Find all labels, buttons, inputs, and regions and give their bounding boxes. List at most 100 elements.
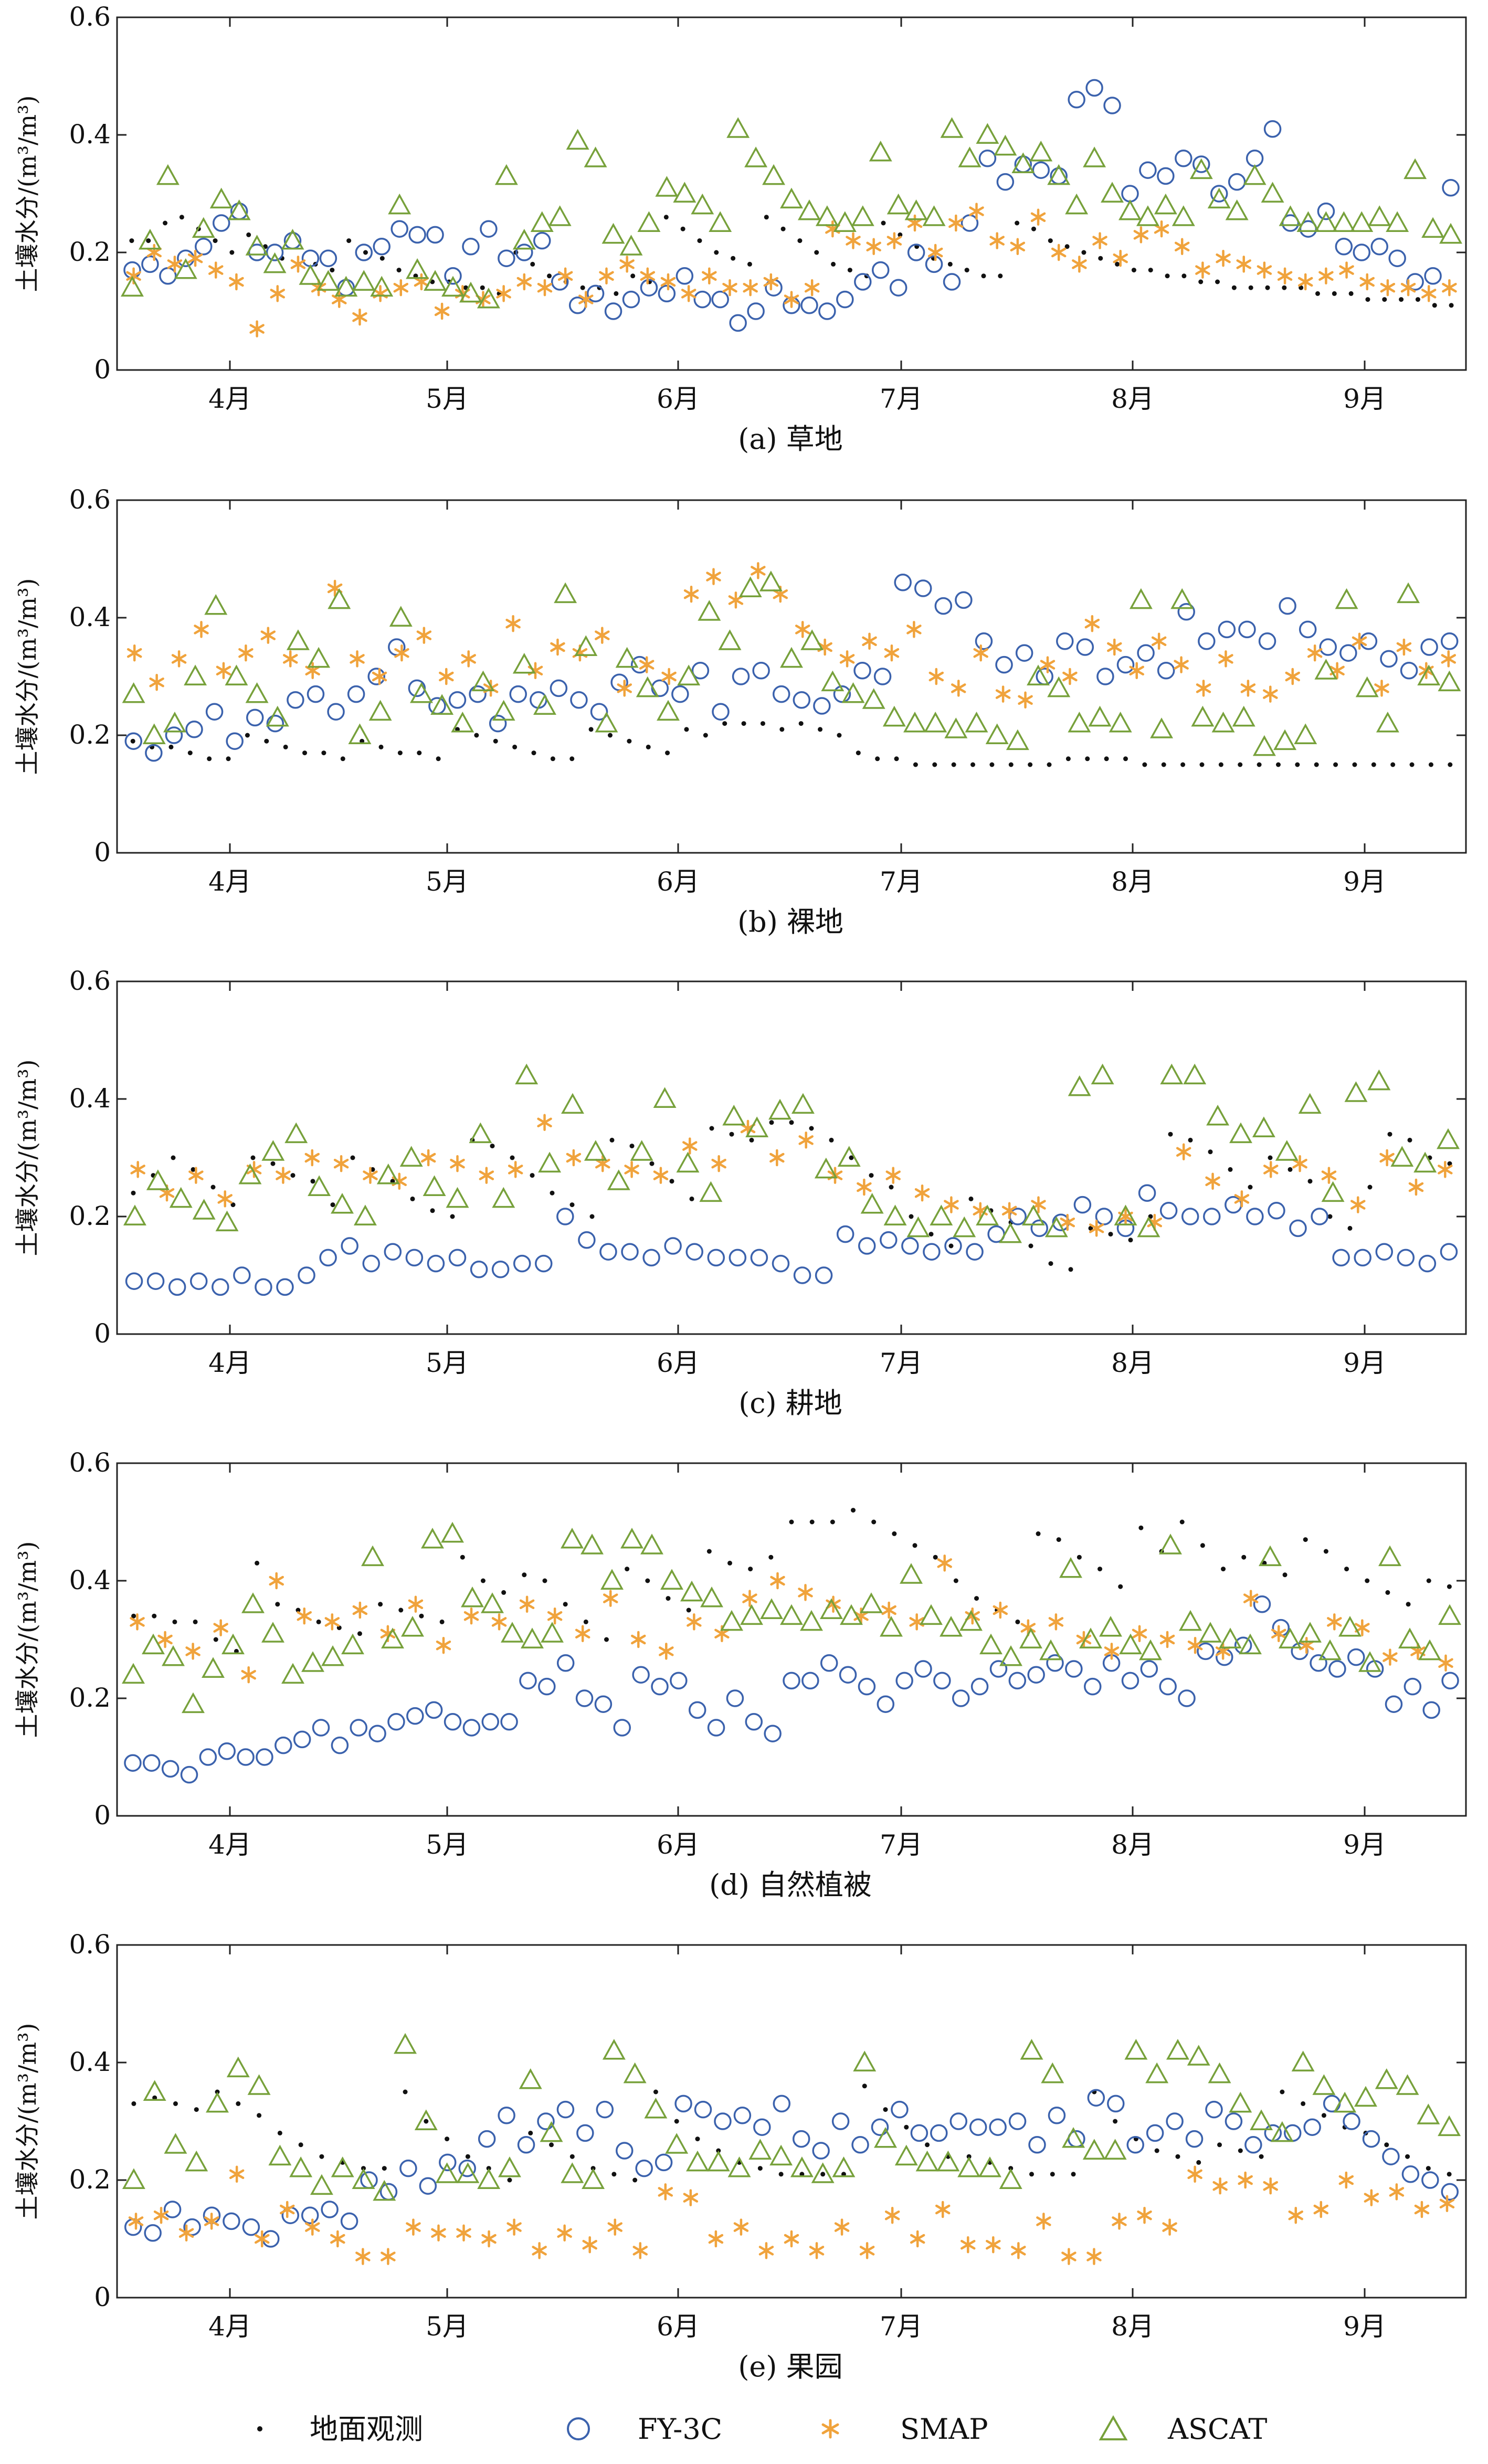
point-fy3c xyxy=(145,744,163,762)
point-smap xyxy=(213,1619,228,1636)
point-ground xyxy=(396,268,402,273)
point-fy3c xyxy=(732,668,750,685)
point-ascat xyxy=(307,647,331,668)
point-ascat xyxy=(370,276,394,297)
point-fy3c xyxy=(556,2100,575,2119)
y-tick-label: 0 xyxy=(94,1800,111,1831)
point-ground xyxy=(925,2142,930,2148)
point-ascat xyxy=(1438,2115,1461,2137)
point-ground xyxy=(614,291,619,296)
point-smap xyxy=(1396,638,1412,656)
point-ascat xyxy=(1088,705,1112,727)
point-ascat xyxy=(435,2162,459,2183)
point-ground xyxy=(604,1637,609,1642)
point-ascat xyxy=(1047,676,1071,697)
point-ascat xyxy=(1208,2062,1231,2084)
series-ascat xyxy=(122,2033,1461,2201)
point-fy3c xyxy=(853,662,871,680)
point-ascat xyxy=(1332,211,1356,232)
point-ground xyxy=(1115,261,1120,267)
point-fy3c xyxy=(1073,1196,1092,1214)
point-smap xyxy=(333,1155,349,1172)
point-smap xyxy=(804,279,820,297)
point-smap xyxy=(937,1554,952,1572)
point-ground xyxy=(1181,273,1187,279)
point-fy3c xyxy=(1311,1208,1328,1225)
point-smap xyxy=(126,644,142,662)
point-ascat xyxy=(1396,2074,1419,2095)
point-ground xyxy=(194,2107,199,2112)
point-ground xyxy=(1259,2154,1264,2159)
point-fy3c xyxy=(1323,2095,1341,2113)
point-fy3c xyxy=(989,2118,1007,2136)
point-ascat xyxy=(814,1157,838,1179)
point-fy3c xyxy=(733,2107,752,2124)
point-smap xyxy=(619,256,635,273)
point-ground xyxy=(875,756,880,762)
point-fy3c xyxy=(858,1237,876,1255)
point-ascat xyxy=(740,1604,763,1625)
point-fy3c xyxy=(1076,638,1094,656)
point-smap xyxy=(217,1190,233,1208)
point-smap xyxy=(1030,208,1046,226)
point-ascat xyxy=(1386,211,1409,232)
point-fy3c xyxy=(711,290,729,309)
point-ascat xyxy=(1154,193,1177,215)
point-ascat xyxy=(142,1633,165,1655)
point-ground xyxy=(1415,297,1420,302)
point-smap xyxy=(1132,1625,1147,1643)
point-ground xyxy=(913,762,918,767)
point-fy3c xyxy=(1359,632,1378,650)
point-ascat xyxy=(584,146,607,167)
point-ascat xyxy=(1183,1063,1207,1085)
point-ascat xyxy=(874,2127,897,2148)
point-ascat xyxy=(451,711,474,733)
point-ascat xyxy=(261,1622,284,1643)
x-tick-label: 4月 xyxy=(208,1830,251,1860)
point-fy3c xyxy=(550,679,568,697)
point-ascat xyxy=(1189,158,1213,179)
point-smap xyxy=(1084,615,1100,632)
point-ascat xyxy=(976,1204,999,1225)
y-tick-label: 0.4 xyxy=(69,2047,111,2077)
point-ground xyxy=(1085,756,1090,762)
point-fy3c xyxy=(1343,2112,1360,2130)
point-fy3c xyxy=(773,2095,791,2113)
point-fy3c xyxy=(1015,644,1033,662)
point-ascat xyxy=(791,1093,815,1114)
point-ground xyxy=(680,226,685,231)
point-ground xyxy=(283,744,288,749)
point-ascat xyxy=(541,1622,564,1643)
point-ground xyxy=(1426,2166,1431,2171)
point-fy3c xyxy=(427,1254,445,1273)
point-smap xyxy=(1234,1190,1250,1208)
point-ascat xyxy=(584,1140,607,1161)
y-tick-label: 0.2 xyxy=(69,1683,111,1713)
point-smap xyxy=(1285,668,1300,685)
point-fy3c xyxy=(533,231,551,250)
point-smap xyxy=(1379,1149,1395,1167)
point-fy3c xyxy=(1065,1660,1083,1678)
point-ascat xyxy=(142,723,166,744)
point-fy3c xyxy=(594,1695,613,1713)
point-ascat xyxy=(1119,1633,1142,1655)
point-ascat xyxy=(281,228,304,250)
point-fy3c xyxy=(185,721,203,738)
point-fy3c xyxy=(367,668,385,685)
point-ascat xyxy=(238,1163,262,1185)
point-smap xyxy=(881,1601,896,1619)
point-fy3c xyxy=(355,244,373,261)
point-ground xyxy=(1048,1261,1053,1266)
x-tick-label: 4月 xyxy=(208,2311,251,2342)
point-ground xyxy=(1385,1590,1390,1595)
point-smap xyxy=(1060,1213,1075,1231)
point-ascat xyxy=(699,1181,723,1202)
point-ground xyxy=(892,1531,897,1536)
point-fy3c xyxy=(1192,155,1210,173)
point-fy3c xyxy=(792,2130,810,2148)
point-ascat xyxy=(894,2144,918,2166)
point-ascat xyxy=(561,2162,584,2183)
point-ground xyxy=(1327,1214,1333,1219)
point-smap xyxy=(617,680,632,697)
point-ground xyxy=(1282,285,1287,290)
